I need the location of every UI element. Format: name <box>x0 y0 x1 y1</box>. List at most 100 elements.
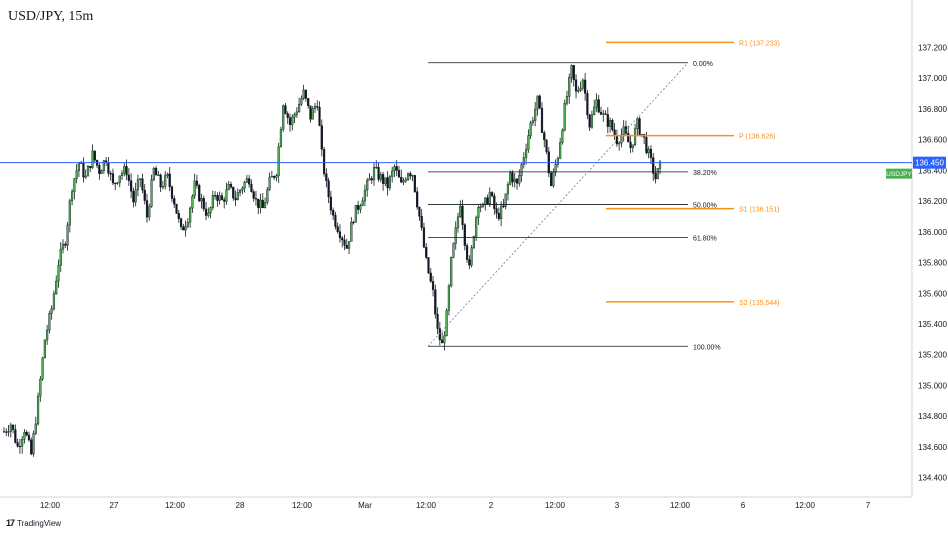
candle-body <box>636 118 639 129</box>
candle-body <box>579 87 582 91</box>
candle-body <box>82 162 85 178</box>
candle-body <box>332 210 335 216</box>
candle-body <box>631 144 634 148</box>
candle-body <box>341 237 344 241</box>
candle-body <box>613 129 616 136</box>
candle-body <box>250 183 253 192</box>
candle-body <box>130 180 133 192</box>
candle-body <box>602 113 605 115</box>
candle-body <box>168 173 171 187</box>
candle-body <box>391 170 394 177</box>
candle-body <box>50 308 53 314</box>
candle-body <box>540 107 544 133</box>
candle-body <box>59 248 62 266</box>
candle-body <box>114 182 117 185</box>
candle-body <box>286 113 289 118</box>
candle-body <box>218 195 221 201</box>
candle-body <box>347 241 351 249</box>
x-tick-label: 12:00 <box>670 501 691 510</box>
current-price-badge <box>913 156 946 169</box>
candle-body <box>475 217 478 237</box>
candle-body <box>254 198 258 200</box>
candle-body <box>611 120 614 131</box>
candle-body <box>404 179 407 182</box>
candle-body <box>302 89 305 99</box>
chart-title: USD/JPY, 15m <box>8 9 94 24</box>
candle-body <box>604 113 607 115</box>
candle-body <box>538 95 541 109</box>
candle-body <box>654 173 657 180</box>
candle-body <box>64 243 67 246</box>
candle-body <box>9 424 12 432</box>
candle-body <box>61 243 65 250</box>
candle-body <box>456 216 460 228</box>
y-tick-label: 135.000 <box>918 381 947 390</box>
candle-body <box>593 106 596 115</box>
candle-body <box>545 139 548 153</box>
candle-body <box>658 161 662 169</box>
candle-body <box>204 208 208 216</box>
candle-body <box>343 239 346 246</box>
candle-body <box>379 174 382 180</box>
candle-body <box>525 149 528 158</box>
candle-body <box>629 141 632 148</box>
candle-body <box>534 109 537 121</box>
candle-body <box>18 445 21 448</box>
candle-body <box>200 198 203 202</box>
candle-body <box>141 178 144 191</box>
fib-level-label: 100.00% <box>693 344 721 351</box>
candle-body <box>361 200 364 206</box>
candle-body <box>109 173 112 175</box>
candle-body <box>418 206 421 217</box>
candle-body <box>159 174 162 188</box>
candle-body <box>570 65 573 78</box>
candle-body <box>490 192 494 197</box>
candle-body <box>252 191 255 199</box>
candle-body <box>420 216 423 228</box>
candle-body <box>472 236 475 248</box>
fib-level-label: 38.20% <box>693 170 717 177</box>
x-tick-label: 12:00 <box>292 501 313 510</box>
candle-body <box>150 179 153 207</box>
candle-body <box>263 202 267 209</box>
candle-body <box>381 174 385 184</box>
candle-body <box>357 204 360 210</box>
x-tick-label: 28 <box>236 501 245 510</box>
candle-body <box>202 198 205 210</box>
candle-body <box>520 164 523 176</box>
candle-body <box>316 106 319 108</box>
candle-body <box>411 175 414 177</box>
y-tick-label: 134.600 <box>918 443 947 452</box>
fib-trendline <box>427 62 689 347</box>
candle-body <box>32 433 35 455</box>
candle-body <box>236 192 239 201</box>
candle-body <box>257 198 260 208</box>
candle-body <box>93 150 96 161</box>
candle-body <box>586 93 589 116</box>
candle-body <box>209 207 212 214</box>
candle-body <box>157 174 160 176</box>
candle-body <box>66 224 69 246</box>
candle-body <box>527 135 530 150</box>
candle-body <box>459 205 462 217</box>
candle-body <box>39 378 42 397</box>
candle-body <box>43 339 46 359</box>
pivot-level-label: S1 (136.151) <box>739 207 779 214</box>
candle-body <box>154 167 158 176</box>
candle-body <box>590 114 594 128</box>
candle-body <box>652 157 655 174</box>
candle-body <box>497 212 500 220</box>
candle-body <box>288 117 292 125</box>
candle-body <box>25 432 28 436</box>
candle-body <box>477 206 480 218</box>
candle-body <box>393 166 396 172</box>
candle-body <box>375 166 378 169</box>
candle-body <box>406 173 410 180</box>
candle-body <box>400 177 403 183</box>
candle-body <box>563 103 566 131</box>
candle-body <box>227 184 230 190</box>
candle-body <box>427 257 430 274</box>
candle-body <box>220 195 224 200</box>
candle-body <box>177 213 180 219</box>
fib-level-label: 50.00% <box>693 202 717 209</box>
